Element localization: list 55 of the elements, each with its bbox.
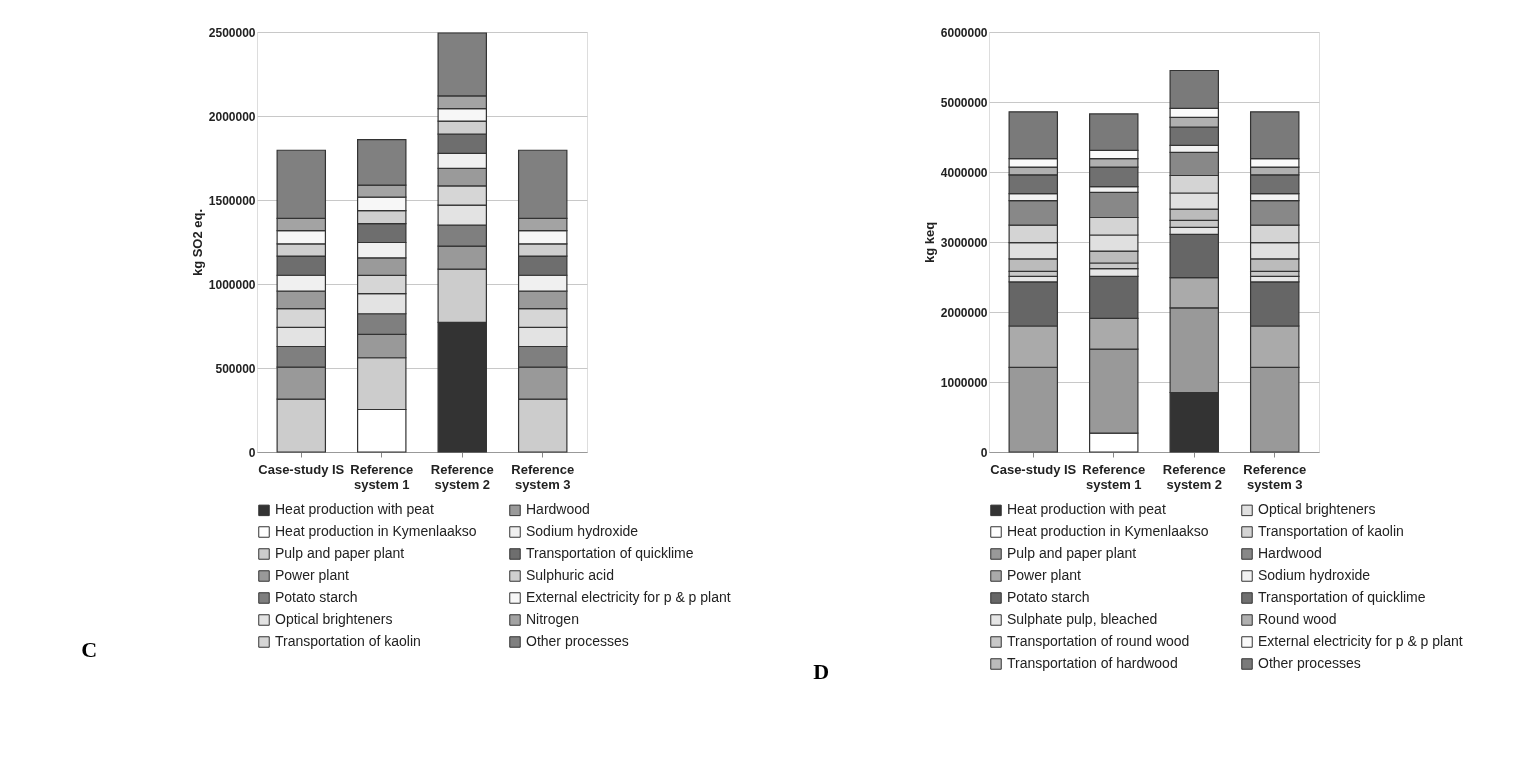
x-tick-label: Reference system 3 xyxy=(511,461,575,492)
legend-label: Hardwood xyxy=(1258,545,1322,561)
x-tick-label: Reference system 1 xyxy=(350,461,414,492)
y-tick-label: 2000000 xyxy=(940,305,988,320)
legend-label: Optical brighteners xyxy=(275,611,393,627)
legend-label: Sodium hydroxide xyxy=(526,523,639,539)
legend-label: Round wood xyxy=(1258,611,1337,627)
legend-label: Other processes xyxy=(526,633,629,649)
y-tick-label: 0 xyxy=(248,445,256,460)
y-tick-label: 1500000 xyxy=(208,193,256,208)
y-tick-label: 5000000 xyxy=(940,95,988,110)
legend-label: Pulp and paper plant xyxy=(1007,545,1137,561)
y-tick-label: 4000000 xyxy=(940,165,988,180)
legend-label: Heat production in Kymenlaakso xyxy=(1007,523,1209,539)
legend-label: Optical brighteners xyxy=(1258,501,1376,518)
y-axis-title: kg SO2 eq. xyxy=(189,208,205,277)
y-tick-label: 2000000 xyxy=(208,109,256,124)
x-tick-label: Reference system 2 xyxy=(1162,461,1226,492)
legend-label: Heat production with peat xyxy=(275,501,434,518)
legend-label: Potato starch xyxy=(1007,589,1090,605)
text: C xyxy=(81,637,98,662)
legend-label: Transportation of kaolin xyxy=(275,633,421,649)
x-tick-label: Reference system 1 xyxy=(1082,461,1146,492)
x-tick-label: Case-study IS xyxy=(258,461,345,477)
y-axis-title: kg keq xyxy=(921,221,937,264)
legend-label: Transportation of quicklime xyxy=(526,545,694,561)
y-tick-label: 1000000 xyxy=(208,277,256,292)
legend-label: Sulphuric acid xyxy=(526,567,614,583)
legend-label: Nitrogen xyxy=(526,611,579,627)
legend-label: Heat production in Kymenlaakso xyxy=(275,523,477,539)
y-tick-label: 1000000 xyxy=(940,375,988,390)
y-tick-label: 2500000 xyxy=(208,25,256,40)
legend-label: Transportation of hardwood xyxy=(1007,655,1178,671)
legend-label: External electricity for p & p plant xyxy=(1258,633,1463,649)
text: D xyxy=(813,659,830,684)
x-tick-label: Reference system 2 xyxy=(430,461,494,492)
legend-label: External electricity for p & p plant xyxy=(526,589,731,605)
legend-label: Pulp and paper plant xyxy=(275,545,405,561)
legend-label: Other processes xyxy=(1258,655,1361,671)
y-tick-label: 3000000 xyxy=(940,235,988,250)
legend-label: Hardwood xyxy=(526,501,590,518)
legend-label: Potato starch xyxy=(275,589,358,605)
x-tick-label: Case-study IS xyxy=(990,461,1077,477)
legend-label: Transportation of round wood xyxy=(1007,633,1190,649)
y-tick-label: 500000 xyxy=(215,361,256,376)
legend-label: Transportation of kaolin xyxy=(1258,523,1404,539)
y-tick-label: 0 xyxy=(980,445,988,460)
legend-label: Power plant xyxy=(1007,567,1082,583)
legend-label: Power plant xyxy=(275,567,350,583)
legend-label: Transportation of quicklime xyxy=(1258,589,1426,605)
legend-label: Sulphate pulp, bleached xyxy=(1007,611,1158,627)
y-tick-label: 6000000 xyxy=(940,25,988,40)
legend-label: Heat production with peat xyxy=(1007,501,1166,518)
x-tick-label: Reference system 3 xyxy=(1243,461,1307,492)
legend-label: Sodium hydroxide xyxy=(1258,567,1371,583)
